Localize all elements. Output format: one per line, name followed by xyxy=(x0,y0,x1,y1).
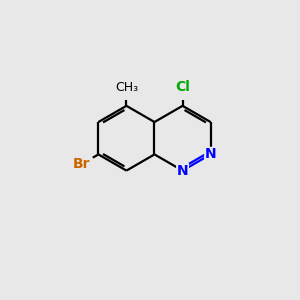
Text: Br: Br xyxy=(73,157,91,171)
Text: N: N xyxy=(177,164,188,178)
Text: CH₃: CH₃ xyxy=(115,81,138,94)
Text: Cl: Cl xyxy=(175,80,190,94)
Text: N: N xyxy=(205,147,216,161)
